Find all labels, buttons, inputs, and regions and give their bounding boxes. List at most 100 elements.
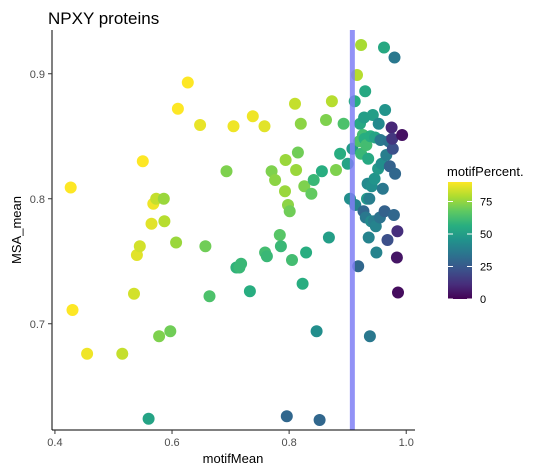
- data-point-58: [334, 147, 347, 160]
- data-point-20: [199, 240, 212, 253]
- data-point-22: [220, 165, 233, 178]
- data-point-111: [390, 251, 403, 264]
- data-point-4: [128, 287, 140, 300]
- data-point-29: [258, 120, 271, 133]
- legend-ticks: 0 25 50 75: [448, 197, 492, 306]
- data-point-16: [170, 236, 183, 249]
- legend-tick-label-3: 75: [480, 197, 492, 209]
- data-point-13: [157, 192, 170, 205]
- data-point-75: [359, 85, 372, 98]
- legend-title: motifPercent.: [447, 164, 524, 179]
- data-point-99: [378, 41, 390, 54]
- data-point-53: [315, 165, 328, 178]
- x-tick-label-3: 1.0: [399, 437, 414, 449]
- data-point-8: [142, 412, 155, 425]
- data-point-9: [145, 217, 158, 230]
- data-point-17: [171, 102, 184, 115]
- data-point-56: [325, 95, 338, 108]
- data-point-36: [279, 185, 291, 198]
- y-tick-label-1: 0.8: [30, 194, 45, 206]
- data-point-55: [322, 231, 335, 244]
- data-point-1: [66, 304, 79, 316]
- data-point-12: [153, 330, 166, 343]
- data-point-42: [289, 97, 301, 110]
- data-point-38: [280, 410, 293, 423]
- x-tick-label-2: 0.8: [281, 437, 296, 449]
- data-point-52: [313, 414, 326, 426]
- data-point-15: [164, 325, 177, 338]
- y-tick-label-0: 0.7: [30, 319, 45, 331]
- points-layer: [64, 39, 409, 426]
- data-point-112: [391, 225, 404, 238]
- data-point-92: [370, 246, 383, 259]
- x-axis-ticks: 0.4 0.6 0.8 1.0: [47, 430, 414, 449]
- y-tick-label-2: 0.9: [30, 69, 45, 81]
- data-point-28: [246, 110, 259, 123]
- data-point-3: [116, 347, 129, 360]
- data-point-115: [396, 129, 409, 141]
- data-point-59: [337, 117, 350, 130]
- data-point-47: [298, 180, 311, 193]
- legend-tick-label-1: 25: [480, 262, 492, 274]
- data-point-113: [392, 286, 404, 299]
- data-point-108: [387, 209, 400, 221]
- data-point-37: [279, 154, 292, 166]
- data-point-98: [376, 182, 389, 195]
- data-point-41: [286, 254, 298, 266]
- chart-title: NPXY proteins: [48, 9, 159, 28]
- y-axis-ticks: 0.7 0.8 0.9: [30, 69, 52, 331]
- data-point-0: [64, 181, 77, 194]
- data-point-46: [296, 277, 309, 290]
- data-point-2: [81, 347, 94, 360]
- data-point-106: [385, 121, 398, 134]
- data-point-100: [378, 205, 391, 218]
- data-point-45: [294, 117, 307, 130]
- data-point-48: [300, 246, 313, 259]
- data-point-50: [307, 174, 320, 186]
- data-point-57: [330, 164, 342, 176]
- data-point-6: [133, 240, 146, 253]
- data-point-40: [283, 205, 296, 218]
- data-point-44: [291, 146, 304, 159]
- data-point-7: [136, 155, 149, 168]
- color-legend: motifPercent. 0 25 50 75: [447, 164, 524, 306]
- data-point-94: [372, 117, 385, 130]
- legend-tick-label-2: 50: [480, 229, 492, 241]
- data-point-49: [305, 187, 318, 200]
- data-point-103: [381, 234, 394, 246]
- data-point-51: [310, 325, 323, 338]
- data-point-34: [273, 229, 286, 241]
- data-point-54: [320, 114, 332, 126]
- data-point-83: [363, 330, 376, 343]
- data-point-66: [352, 260, 365, 273]
- legend-tick-label-0: 0: [480, 294, 486, 306]
- data-point-101: [379, 104, 392, 116]
- data-point-109: [388, 51, 401, 64]
- data-point-114: [386, 132, 399, 145]
- data-point-26: [235, 257, 248, 270]
- data-point-43: [290, 164, 303, 176]
- legend-colorbar: [448, 182, 472, 299]
- data-point-82: [363, 192, 376, 205]
- data-point-80: [362, 152, 375, 165]
- data-point-81: [362, 231, 375, 244]
- x-axis-title: motifMean: [203, 451, 264, 466]
- data-point-21: [203, 290, 216, 303]
- data-point-19: [194, 119, 207, 131]
- data-point-89: [368, 172, 381, 185]
- x-tick-label-1: 0.6: [164, 437, 179, 449]
- data-point-18: [181, 76, 194, 89]
- data-point-23: [227, 120, 240, 133]
- data-point-110: [389, 167, 402, 180]
- data-point-35: [274, 240, 287, 253]
- data-point-31: [260, 250, 273, 263]
- data-point-14: [158, 215, 171, 228]
- data-point-87: [366, 109, 379, 121]
- data-point-107: [386, 142, 399, 155]
- y-axis-title: MSA_mean: [9, 196, 24, 264]
- data-point-27: [243, 285, 256, 298]
- x-tick-label-0: 0.4: [47, 437, 62, 449]
- data-point-33: [269, 174, 282, 186]
- data-point-70: [355, 39, 368, 51]
